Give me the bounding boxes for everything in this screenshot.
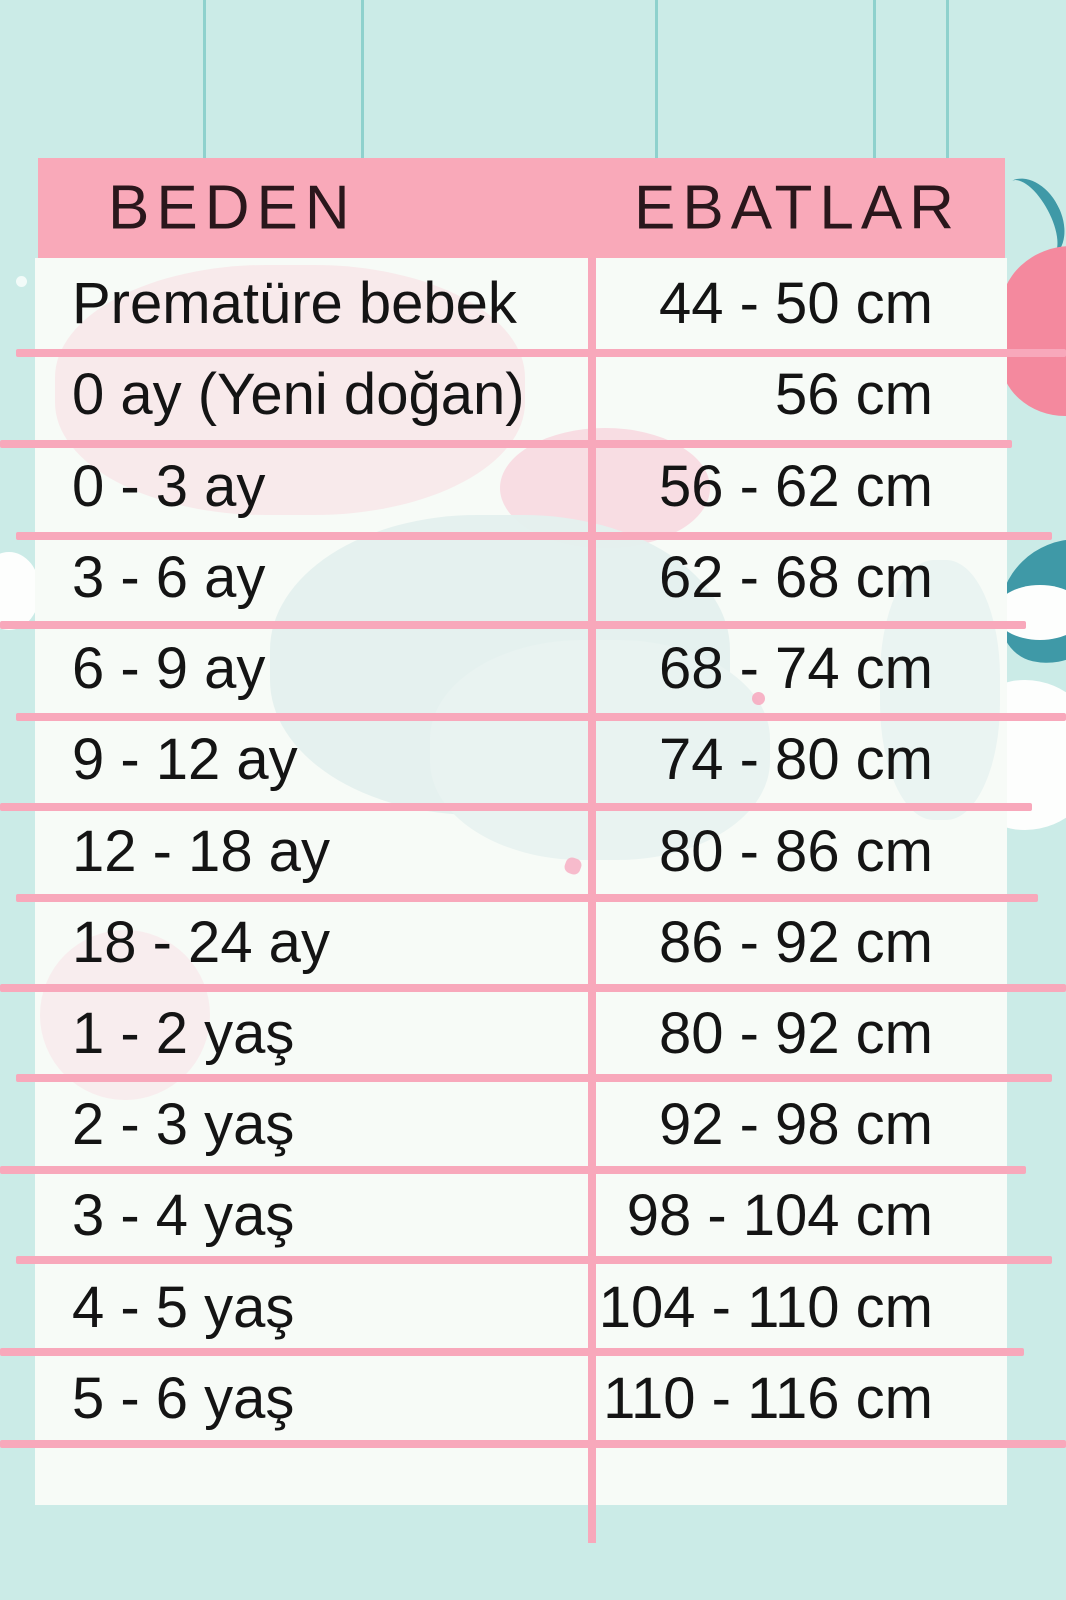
row-size: 62 - 68 cm	[659, 544, 933, 610]
row-size: 56 - 62 cm	[659, 453, 933, 519]
row-size: 68 - 74 cm	[659, 636, 933, 702]
row-divider-line	[0, 803, 1032, 811]
table-row: 1 - 2 yaş 80 - 92 cm	[35, 988, 1007, 1079]
table-row: Prematüre bebek 44 - 50 cm	[35, 258, 1007, 349]
row-divider-line	[16, 1074, 1052, 1082]
table-row: 5 - 6 yaş 110 - 116 cm	[35, 1353, 1007, 1444]
row-divider-line	[0, 440, 1012, 448]
row-label: 1 - 2 yaş	[72, 1000, 295, 1066]
row-size: 110 - 116 cm	[603, 1365, 933, 1431]
table-row: 2 - 3 yaş 92 - 98 cm	[35, 1079, 1007, 1170]
row-divider-line	[0, 984, 1066, 992]
row-divider-line	[16, 349, 1066, 357]
row-label: 18 - 24 ay	[72, 909, 330, 975]
watermark-blob	[40, 930, 210, 1100]
table-row: 0 ay (Yeni doğan) 56 cm	[35, 349, 1007, 440]
watermark-blob	[430, 640, 770, 860]
row-size: 104 - 110 cm	[598, 1274, 933, 1340]
row-size: 86 - 92 cm	[659, 909, 933, 975]
row-label: 3 - 6 ay	[72, 544, 266, 610]
dot-shape	[16, 276, 27, 287]
bib-shape	[1000, 246, 1066, 416]
row-label: 9 - 12 ay	[72, 727, 298, 793]
table-rows: Prematüre bebek 44 - 50 cm 0 ay (Yeni do…	[35, 258, 1007, 1444]
watermark-blob	[55, 265, 525, 515]
watermark-blob	[880, 560, 1000, 820]
row-divider-line	[16, 1256, 1052, 1264]
header-col-ebatlar: EBATLAR	[634, 173, 961, 243]
hanging-string	[946, 0, 949, 160]
table-row: 3 - 4 yaş 98 - 104 cm	[35, 1170, 1007, 1261]
row-label: 6 - 9 ay	[72, 636, 266, 702]
row-divider-line	[0, 621, 1026, 629]
table-row: 12 - 18 ay 80 - 86 cm	[35, 805, 1007, 896]
row-divider-line	[16, 894, 1038, 902]
row-divider-line	[0, 1348, 1024, 1356]
hanging-string	[873, 0, 876, 160]
row-size: 98 - 104 cm	[626, 1183, 933, 1249]
watermark-dot	[752, 692, 765, 705]
table-row: 4 - 5 yaş 104 - 110 cm	[35, 1262, 1007, 1353]
row-divider-line	[16, 532, 1052, 540]
table-row: 18 - 24 ay 86 - 92 cm	[35, 897, 1007, 988]
table-row: 0 - 3 ay 56 - 62 cm	[35, 440, 1007, 531]
table-row: 3 - 6 ay 62 - 68 cm	[35, 532, 1007, 623]
row-size: 56 cm	[775, 362, 933, 428]
row-divider-line	[0, 1440, 1066, 1448]
table-row: 9 - 12 ay 74 - 80 cm	[35, 714, 1007, 805]
row-divider-line	[16, 713, 1066, 721]
row-label: 3 - 4 yaş	[72, 1183, 295, 1249]
row-size: 80 - 92 cm	[659, 1000, 933, 1066]
hanging-string	[655, 0, 658, 160]
row-label: 0 - 3 ay	[72, 453, 266, 519]
row-label: 5 - 6 yaş	[72, 1365, 295, 1431]
hanging-string	[203, 0, 206, 160]
table-row: 6 - 9 ay 68 - 74 cm	[35, 623, 1007, 714]
row-label: 4 - 5 yaş	[72, 1274, 295, 1340]
row-size: 80 - 86 cm	[659, 818, 933, 884]
row-size: 74 - 80 cm	[659, 727, 933, 793]
cloud-shape	[0, 552, 40, 630]
row-size: 44 - 50 cm	[659, 271, 933, 337]
row-size: 92 - 98 cm	[659, 1092, 933, 1158]
row-divider-line	[0, 1166, 1026, 1174]
row-label: 2 - 3 yaş	[72, 1092, 295, 1158]
hanging-string	[361, 0, 364, 160]
row-label: 12 - 18 ay	[72, 818, 330, 884]
row-label: 0 ay (Yeni doğan)	[72, 362, 525, 428]
header-col-beden: BEDEN	[108, 173, 357, 243]
table-header: BEDEN EBATLAR	[38, 158, 1005, 258]
row-label: Prematüre bebek	[72, 271, 517, 337]
